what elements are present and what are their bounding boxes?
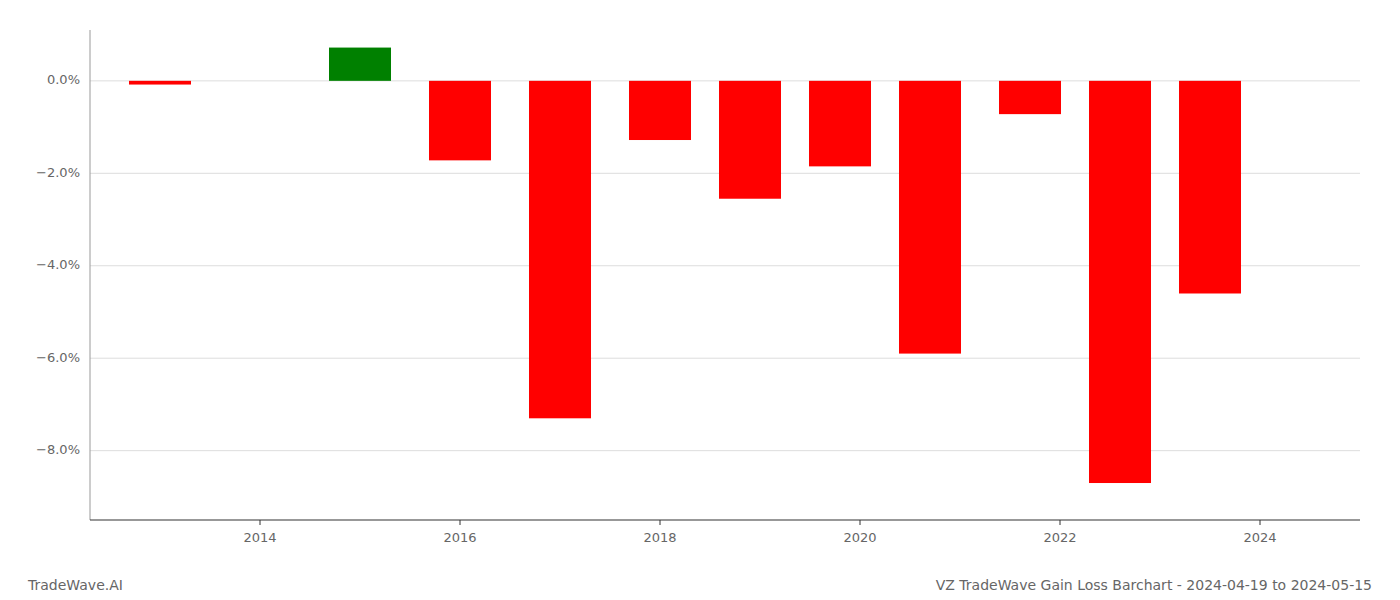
x-tick-label: 2018 (643, 530, 676, 545)
x-tick (860, 520, 861, 525)
x-tick-label: 2014 (243, 530, 276, 545)
chart: 0.0% −2.0% −4.0% −6.0% −8.0% 2014 2016 2018 2020… (0, 0, 1400, 600)
x-tick (260, 520, 261, 525)
bar (629, 81, 691, 140)
x-tick (460, 520, 461, 525)
bar (129, 81, 191, 85)
y-axis-line (90, 30, 91, 520)
bar (1089, 81, 1151, 483)
bar (809, 81, 871, 167)
x-tick (660, 520, 661, 525)
bar (229, 80, 291, 81)
x-tick-label: 2024 (1243, 530, 1276, 545)
x-tick-label: 2022 (1043, 530, 1076, 545)
x-tick (1060, 520, 1061, 525)
x-tick (1260, 520, 1261, 525)
x-axis-line (90, 519, 1360, 520)
bars (129, 48, 1241, 483)
bar (1179, 81, 1241, 294)
bar (329, 48, 391, 81)
grid (90, 81, 1360, 451)
y-tick-label: −6.0% (36, 350, 80, 365)
bar (899, 81, 961, 354)
y-axis: 0.0% −2.0% −4.0% −6.0% −8.0% (36, 30, 90, 520)
title: VZ TradeWave Gain Loss Barchart - 2024-0… (936, 577, 1372, 593)
bar (999, 81, 1061, 114)
x-tick-label: 2020 (843, 530, 876, 545)
y-tick-label: −4.0% (36, 257, 80, 272)
y-tick-label: 0.0% (47, 72, 80, 87)
x-tick-label: 2016 (443, 530, 476, 545)
x-axis: 2014 2016 2018 2020 2022 2024 (90, 520, 1360, 545)
y-tick-label: −8.0% (36, 442, 80, 457)
bar (719, 81, 781, 199)
bar (529, 81, 591, 418)
y-tick-label: −2.0% (36, 165, 80, 180)
grid-line (90, 358, 1360, 359)
bar (429, 81, 491, 161)
grid-line (90, 265, 1360, 266)
watermark: TradeWave.AI (27, 577, 123, 593)
grid-line (90, 450, 1360, 451)
